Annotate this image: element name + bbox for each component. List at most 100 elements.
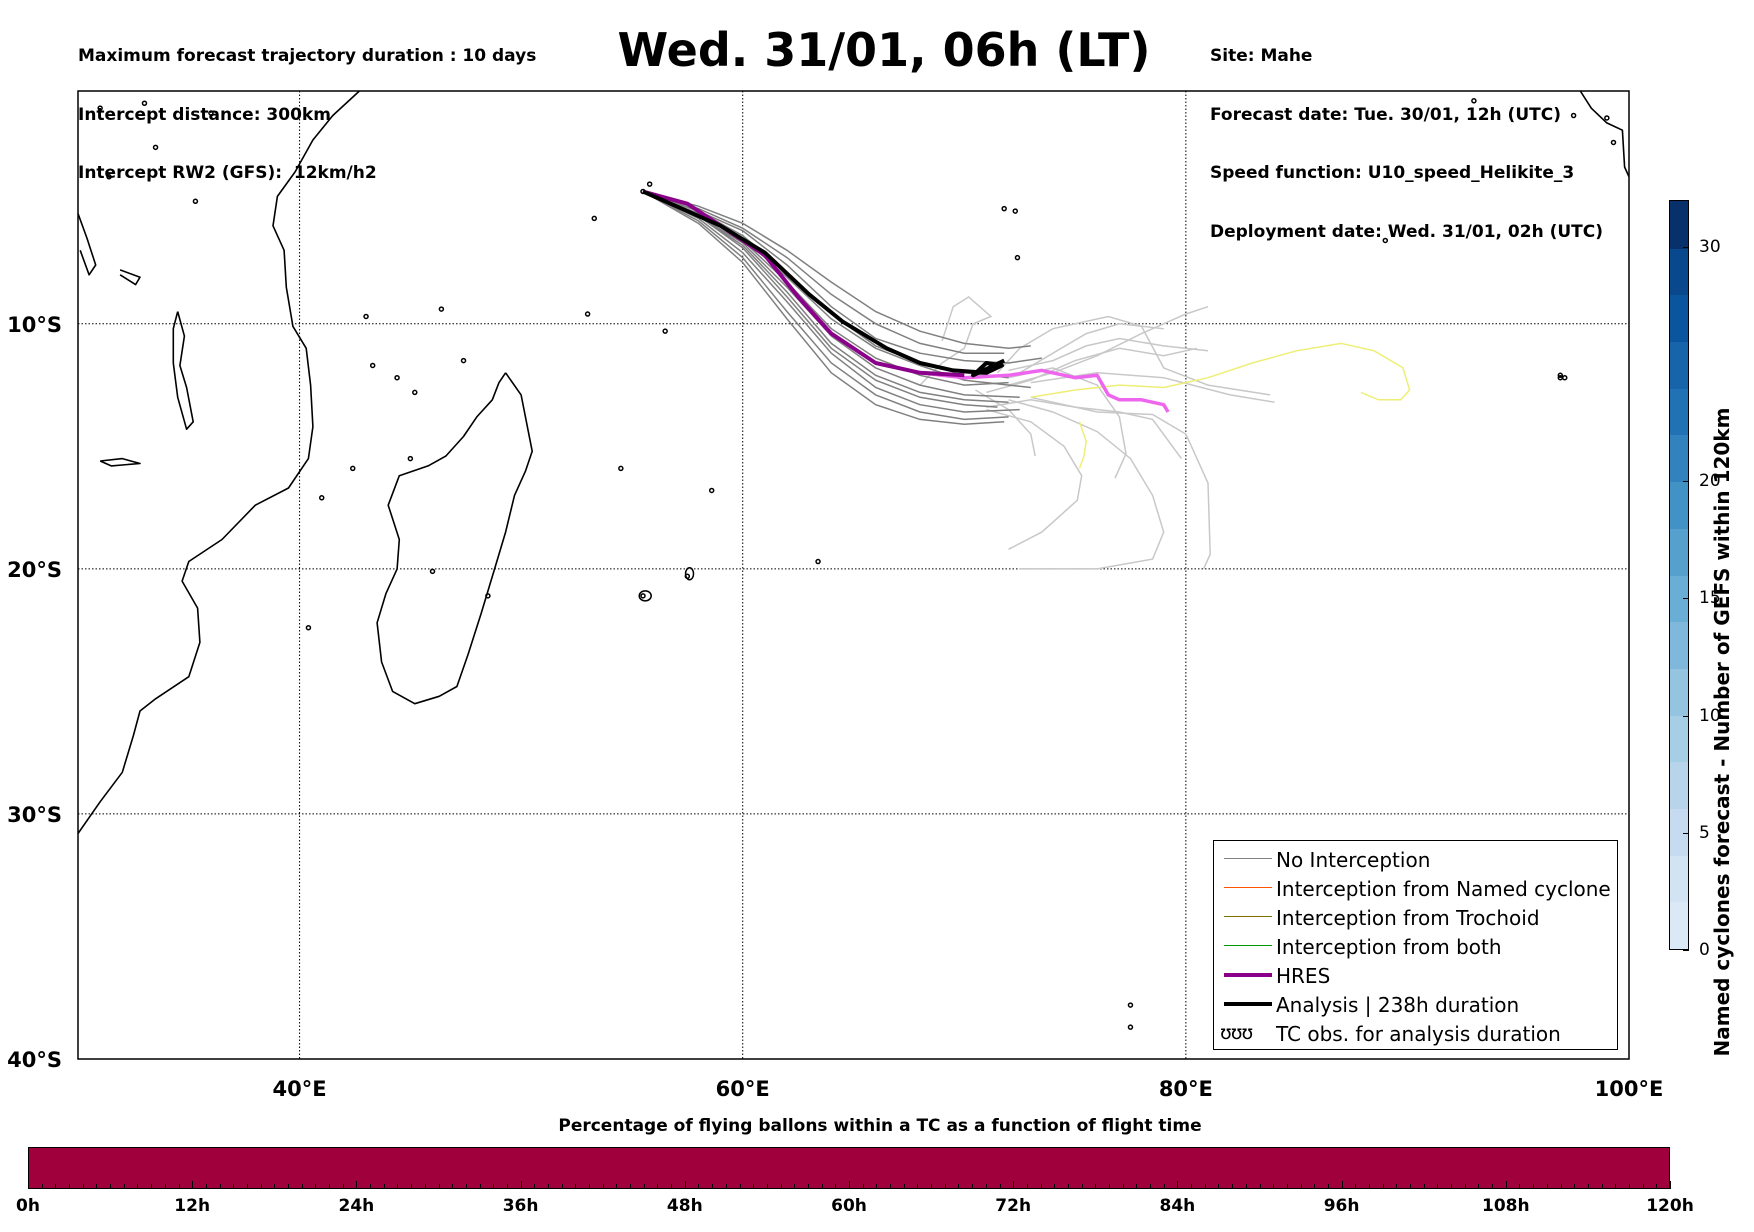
time-tick [1163,1184,1165,1189]
gefs-track [986,347,1198,394]
time-tick [123,1184,125,1189]
island-outline [349,465,356,472]
time-tick [561,1184,563,1189]
time-tick [1615,1184,1617,1189]
island-outline [192,198,199,205]
lake-malawi-outline [172,311,194,431]
gefs-track [1008,337,1209,372]
africa-coastline [78,91,360,834]
time-tick [493,1184,495,1189]
time-tick [1067,1184,1069,1189]
map-content [78,91,1629,1059]
colorbar-tick [1683,481,1689,483]
time-tick [69,1184,71,1189]
island-outline [640,593,646,599]
gefs-track [996,315,1271,396]
legend-entry: No Interception [1214,845,1617,874]
island-outline [460,357,467,364]
time-tick [1286,1184,1288,1189]
time-tick [465,1184,467,1189]
time-tick [1314,1184,1316,1189]
island-outline [97,105,103,111]
island-outline [369,362,376,369]
time-tick [766,1184,768,1189]
time-tick [753,1184,755,1189]
colorbar-tick-label: 20 [1699,471,1721,492]
time-tick [917,1184,919,1189]
header-left-line: Intercept distance: 300km [78,104,331,125]
time-tick [1273,1184,1275,1189]
header-right-line: Forecast date: Tue. 30/01, 12h (UTC) [1210,104,1561,125]
vertical-colorbar [1669,200,1689,950]
time-tick [1177,1181,1179,1189]
island-outline [662,328,668,334]
time-tick [1519,1184,1521,1189]
island-outline [412,389,418,396]
header-right-line: Speed function: U10_speed_Helikite_3 [1210,163,1575,183]
trochoid-track [1030,342,1411,401]
time-tick [1355,1184,1357,1189]
time-tick [424,1184,426,1189]
legend-label: HRES [1276,964,1331,988]
latitude-label: 20°S [7,558,62,582]
time-tick [999,1184,1001,1189]
longitude-label: 40°E [273,1077,327,1101]
time-tick [985,1184,987,1189]
island-outline [305,624,312,631]
time-tick [575,1184,577,1189]
time-tick [794,1184,796,1189]
time-tick [1054,1184,1056,1189]
colorbar-segment [1670,341,1688,389]
colorbar-segment [1670,854,1688,903]
time-tick-label: 84h [1159,1196,1196,1216]
legend-line-swatch [1224,858,1272,860]
colorbar-segment [1670,761,1688,809]
time-tick [1108,1184,1110,1189]
longitude-label: 60°E [716,1077,770,1101]
time-tick-label: 0h [16,1196,40,1216]
island-outline [438,306,445,312]
time-tick [1218,1184,1220,1189]
colorbar-segment [1670,574,1688,623]
header-right-line: Deployment date: Wed. 31/01, 02h (UTC) [1210,221,1604,242]
island-outline [618,465,624,472]
time-tick [301,1184,303,1189]
time-tick [1396,1184,1398,1189]
island-outline [1561,374,1568,381]
mauritius-outline [684,567,695,581]
island-outline [429,568,436,575]
island-outline [318,495,325,501]
legend-entry: HRES [1214,961,1617,990]
gefs-track [1008,399,1165,570]
time-tick [1505,1181,1507,1189]
colorbar-tick-label: 5 [1699,822,1710,843]
colorbar-segment [1670,807,1688,856]
map-legend: No Interception Interception from Named c… [1213,840,1618,1050]
time-tick [1026,1184,1028,1189]
time-tick [411,1184,413,1189]
time-tick [1410,1184,1412,1189]
time-tick [1670,1181,1671,1189]
island-outline [106,174,112,180]
time-tick [1382,1184,1384,1189]
time-tick-label: 24h [338,1196,375,1216]
madagascar-coastline [376,372,534,705]
island-outline [584,311,591,317]
time-tick [547,1184,549,1189]
time-tick [1642,1184,1644,1189]
island-outline [1127,1002,1134,1008]
island-outline [1570,112,1577,119]
time-tick [342,1184,344,1189]
time-tick [890,1184,892,1189]
time-tick-label: 72h [995,1196,1032,1216]
island-outline [407,455,414,462]
time-tick [1327,1184,1329,1189]
time-tick [110,1184,112,1189]
colorbar-segment [1670,294,1688,343]
no-interception-track [642,190,1009,379]
no-interception-track [642,190,1031,350]
colorbar-tick-label: 10 [1699,705,1721,726]
colorbar-tick-label: 0 [1699,940,1710,960]
map-frame [77,90,1630,1060]
